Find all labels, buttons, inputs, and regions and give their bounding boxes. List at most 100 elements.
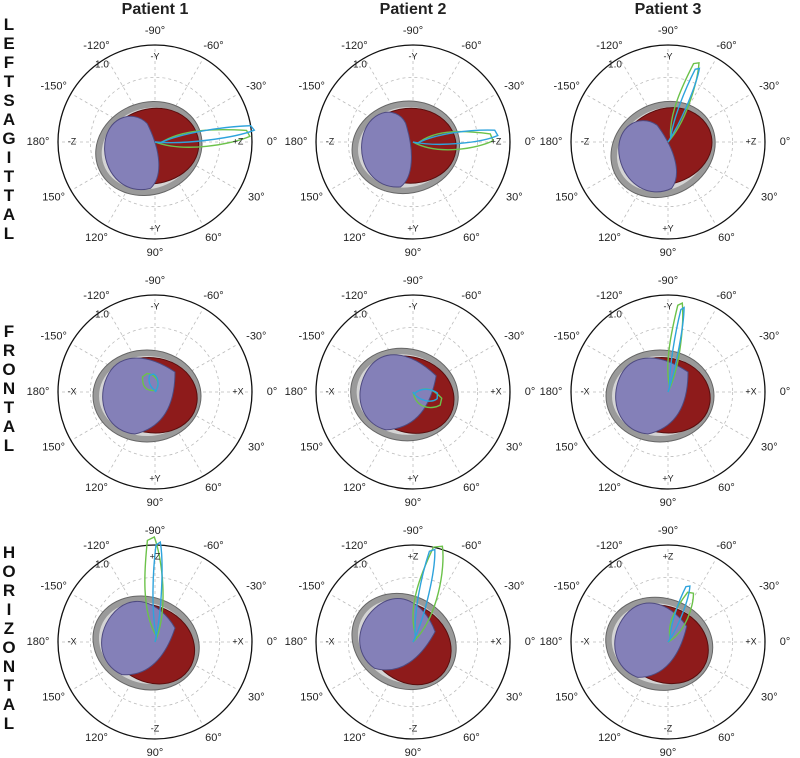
angle-label: 180°: [27, 636, 50, 648]
axis-label: +X: [232, 636, 243, 646]
grid-spoke: [667, 307, 717, 393]
angle-label: 120°: [343, 732, 366, 744]
vcg-loop: [412, 548, 436, 643]
axis-label: +Z: [408, 551, 419, 561]
angle-label: 60°: [463, 482, 480, 494]
angle-label: -90°: [403, 275, 423, 287]
grid-circle: [89, 76, 221, 208]
polar-panel: -120° -90° -60° -150° -30° 180° 0° 150° 30° 120° 9…: [27, 275, 278, 509]
heart-rendering: [610, 100, 716, 199]
angle-label: -60°: [716, 540, 736, 552]
angle-label: -90°: [145, 525, 165, 537]
angle-label: 180°: [27, 386, 50, 398]
grid-spoke: [106, 307, 156, 393]
angle-label: 30°: [248, 691, 265, 703]
angle-label: 30°: [248, 191, 265, 203]
angle-label: -150°: [553, 80, 579, 92]
angle-label: 150°: [42, 191, 65, 203]
angle-label: 120°: [598, 482, 621, 494]
grid-spoke: [412, 557, 462, 643]
heart-rendering: [350, 347, 459, 442]
grid-circle: [347, 326, 479, 458]
angle-label: -30°: [759, 330, 779, 342]
grid-spoke: [154, 307, 204, 393]
grid-spoke: [154, 141, 240, 191]
axis-label: +Y: [149, 473, 160, 483]
ventricle-purple: [101, 600, 176, 676]
grid-spoke: [412, 141, 498, 191]
angle-label: 0°: [267, 386, 278, 398]
vcg-loop: [667, 61, 700, 143]
grid-spoke: [667, 343, 753, 393]
grid-spoke: [583, 93, 669, 143]
angle-label: 180°: [540, 386, 563, 398]
axis-label: -X: [68, 386, 77, 396]
angle-label: 60°: [718, 232, 735, 244]
angle-label: 150°: [42, 691, 65, 703]
angle-label: 120°: [85, 482, 108, 494]
vcg-loop: [412, 388, 439, 402]
angle-label: 90°: [405, 747, 422, 758]
angle-label: 180°: [285, 386, 308, 398]
angle-label: 150°: [300, 191, 323, 203]
angle-label: -120°: [341, 290, 367, 302]
grid-spoke: [667, 93, 753, 143]
angle-label: -90°: [658, 25, 678, 37]
vcg-loop: [144, 536, 164, 643]
angle-label: 60°: [205, 232, 222, 244]
angle-label: -30°: [504, 80, 524, 92]
axis-label: +X: [490, 386, 501, 396]
angle-label: -150°: [553, 580, 579, 592]
angle-label: 60°: [205, 732, 222, 744]
angle-label: 120°: [85, 732, 108, 744]
angle-label: 120°: [85, 232, 108, 244]
angle-label: 30°: [506, 691, 523, 703]
radius-label: 1.0: [95, 60, 109, 71]
angle-label: -120°: [341, 40, 367, 52]
outer-circle: [57, 294, 253, 490]
angle-label: 180°: [27, 136, 50, 148]
angle-label: 30°: [761, 691, 778, 703]
axis-label: +Z: [150, 551, 161, 561]
ventricle-purple: [359, 354, 437, 431]
radius-label: 1.0: [95, 560, 109, 571]
angle-label: -150°: [40, 80, 66, 92]
angle-label: 90°: [147, 247, 164, 259]
angle-label: 0°: [267, 136, 278, 148]
axis-label: +Y: [662, 223, 673, 233]
angle-label: 90°: [660, 497, 677, 509]
grid-spoke: [364, 57, 414, 143]
grid-spoke: [412, 343, 498, 393]
grid-spoke: [667, 593, 753, 643]
angle-label: -30°: [246, 580, 266, 592]
axis-label: -Z: [326, 136, 335, 146]
outer-circle: [315, 294, 511, 490]
ventricle-purple: [618, 120, 678, 193]
angle-label: 30°: [506, 441, 523, 453]
angle-label: -60°: [203, 290, 223, 302]
grid-spoke: [106, 57, 156, 143]
radius-label: 1.0: [353, 560, 367, 571]
axis-label: -X: [68, 636, 77, 646]
grid-spoke: [667, 641, 717, 727]
row-label: HORIZONTAL: [2, 543, 16, 733]
angle-label: 60°: [718, 732, 735, 744]
vcg-loop: [667, 302, 684, 393]
angle-label: -120°: [596, 540, 622, 552]
angle-label: 0°: [525, 636, 536, 648]
vcg-loop: [667, 67, 701, 143]
heart-rendering: [92, 349, 202, 443]
axis-label: -X: [581, 636, 590, 646]
column-header: Patient 2: [380, 1, 447, 18]
ventricle-purple: [104, 115, 160, 191]
angle-label: 90°: [147, 747, 164, 758]
angle-label: -30°: [759, 580, 779, 592]
angle-label: 120°: [598, 232, 621, 244]
angle-label: 150°: [300, 691, 323, 703]
axis-label: -Y: [409, 51, 418, 61]
vcg-loop: [152, 540, 163, 643]
column-header: Patient 3: [635, 1, 702, 18]
axis-label: +Y: [149, 223, 160, 233]
vcg-loop: [154, 128, 251, 148]
